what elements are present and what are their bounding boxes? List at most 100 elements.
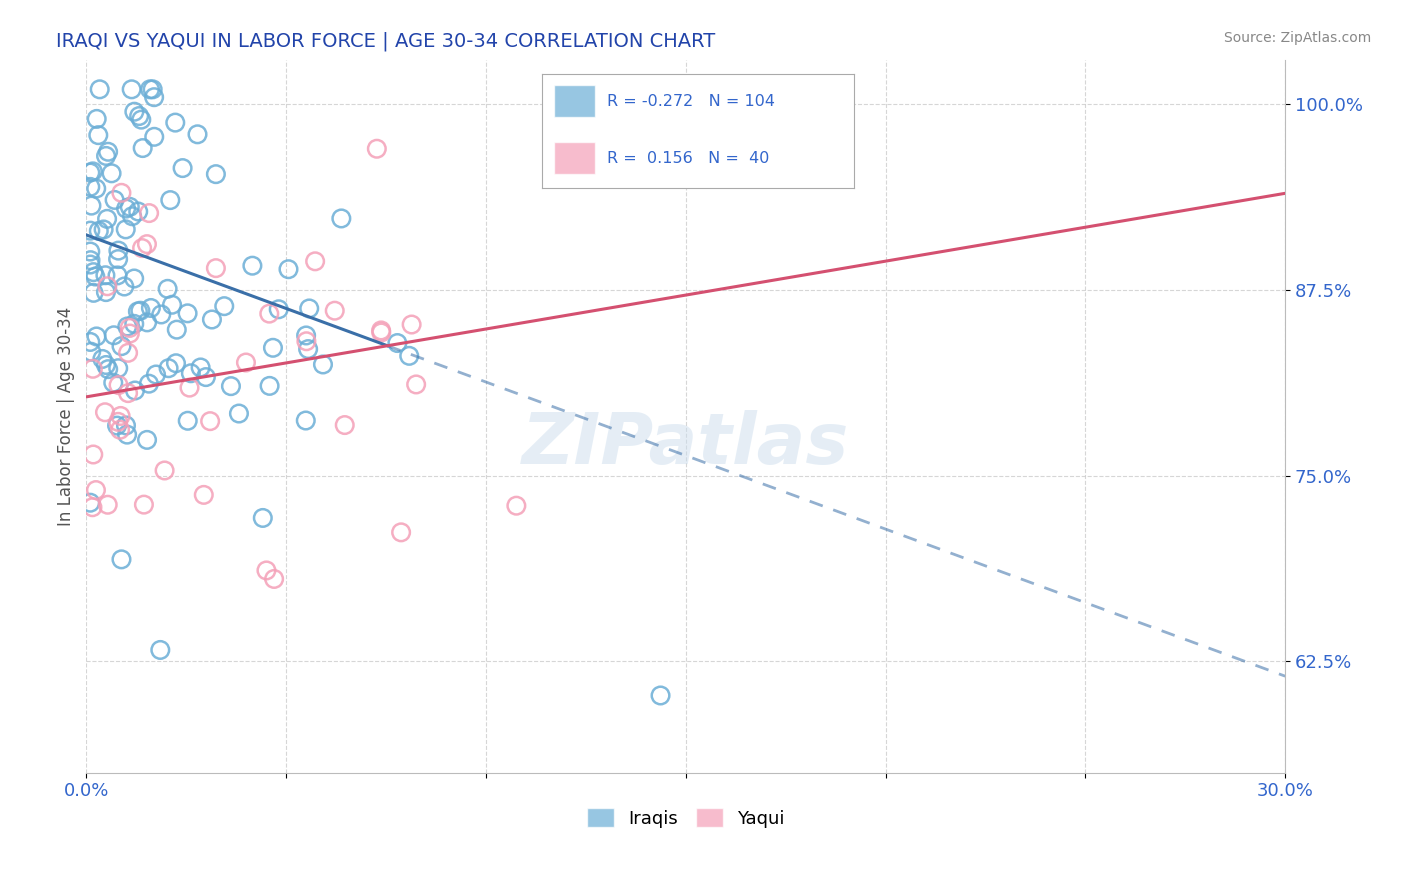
Point: [94, 268, 117, 283]
Point: [166, 323, 188, 337]
Point: [256, 564, 278, 578]
Point: [139, 301, 162, 315]
Point: [117, 346, 139, 360]
Point: [115, 202, 138, 216]
Point: [180, 366, 202, 380]
Point: [193, 488, 215, 502]
Point: [103, 376, 125, 390]
Point: [505, 499, 527, 513]
Y-axis label: In Labor Force | Age 30-34: In Labor Force | Age 30-34: [58, 307, 75, 525]
Point: [149, 643, 172, 657]
Point: [107, 415, 129, 429]
Point: [201, 312, 224, 326]
Point: [136, 433, 159, 447]
Point: [97, 362, 120, 376]
Point: [198, 414, 221, 428]
Point: [304, 254, 326, 268]
Point: [107, 361, 129, 376]
Point: [94, 405, 117, 419]
Point: [89, 82, 111, 96]
Point: [157, 361, 180, 376]
Point: [121, 82, 143, 96]
Point: [82, 448, 104, 462]
Point: [107, 252, 129, 266]
Point: [97, 498, 120, 512]
Point: [259, 379, 281, 393]
Point: [127, 304, 149, 318]
Point: [252, 511, 274, 525]
Point: [96, 279, 118, 293]
Point: [219, 379, 242, 393]
Point: [165, 356, 187, 370]
Point: [117, 319, 139, 334]
Point: [79, 165, 101, 179]
Point: [389, 525, 412, 540]
Point: [108, 423, 131, 437]
Point: [235, 355, 257, 369]
Point: [100, 166, 122, 180]
Point: [115, 418, 138, 433]
Point: [84, 181, 107, 195]
Point: [107, 268, 129, 283]
Point: [262, 341, 284, 355]
Point: [117, 386, 139, 401]
Point: [107, 244, 129, 258]
Point: [91, 351, 114, 366]
Point: [190, 360, 212, 375]
Point: [79, 244, 101, 259]
Point: [93, 222, 115, 236]
Point: [267, 302, 290, 317]
Point: [263, 572, 285, 586]
Point: [107, 378, 129, 392]
Point: [79, 334, 101, 349]
Point: [105, 418, 128, 433]
Point: [401, 318, 423, 332]
Point: [370, 326, 392, 340]
Point: [94, 149, 117, 163]
Point: [136, 237, 159, 252]
Point: [150, 308, 173, 322]
Point: [79, 258, 101, 272]
Point: [87, 224, 110, 238]
Point: [405, 377, 427, 392]
Point: [80, 199, 103, 213]
Point: [387, 336, 409, 351]
Point: [129, 303, 152, 318]
Point: [124, 104, 146, 119]
Point: [82, 500, 104, 515]
Point: [132, 498, 155, 512]
Point: [179, 381, 201, 395]
Point: [277, 262, 299, 277]
Point: [143, 90, 166, 104]
Point: [370, 323, 392, 337]
Point: [139, 82, 162, 96]
Point: [650, 689, 672, 703]
Point: [323, 303, 346, 318]
Point: [82, 265, 104, 279]
Point: [295, 328, 318, 343]
Point: [121, 209, 143, 223]
Point: [118, 321, 141, 335]
Point: [228, 407, 250, 421]
Point: [194, 370, 217, 384]
Point: [79, 253, 101, 268]
Point: [82, 164, 104, 178]
Text: IRAQI VS YAQUI IN LABOR FORCE | AGE 30-34 CORRELATION CHART: IRAQI VS YAQUI IN LABOR FORCE | AGE 30-3…: [56, 31, 716, 51]
Point: [115, 427, 138, 442]
Point: [212, 299, 235, 313]
Point: [118, 200, 141, 214]
Point: [298, 301, 321, 316]
Point: [83, 285, 105, 300]
Point: [165, 115, 187, 129]
Point: [96, 211, 118, 226]
Point: [122, 317, 145, 331]
Point: [84, 483, 107, 497]
Point: [366, 142, 388, 156]
Point: [86, 112, 108, 126]
Point: [136, 315, 159, 329]
Point: [80, 344, 103, 359]
Point: [103, 328, 125, 343]
Point: [176, 306, 198, 320]
Point: [110, 339, 132, 353]
Point: [142, 82, 165, 96]
